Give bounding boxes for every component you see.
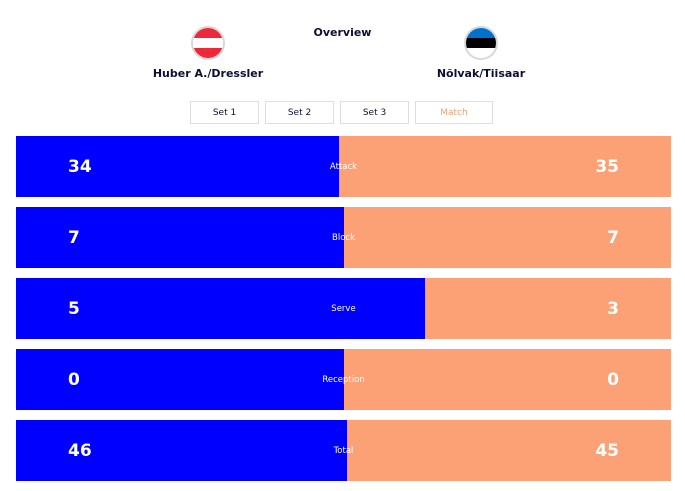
stat-label: Total <box>333 445 354 456</box>
stat-value-left: 7 <box>68 227 80 248</box>
team-right-name: Nõlvak/Tiisaar <box>436 67 526 80</box>
stat-value-right: 45 <box>595 440 619 461</box>
stat-row-serve: 5 Serve 3 <box>16 278 671 339</box>
stat-bar-left <box>16 278 426 339</box>
stats-comparison: 34 Attack 35 7 Block 7 5 Serve 3 0 Recep… <box>16 136 671 491</box>
stat-label: Block <box>332 232 355 243</box>
stat-bar-left <box>16 207 344 268</box>
stat-value-left: 46 <box>68 440 92 461</box>
stat-bar-left <box>16 420 348 481</box>
stat-value-left: 34 <box>68 156 92 177</box>
team-left: Huber A./Dressler <box>108 26 308 80</box>
stat-label: Serve <box>331 303 356 314</box>
stat-value-right: 0 <box>607 369 619 390</box>
stat-label: Attack <box>329 161 358 172</box>
stat-value-left: 0 <box>68 369 80 390</box>
stat-value-right: 3 <box>607 298 619 319</box>
team-left-name: Huber A./Dressler <box>152 67 264 80</box>
stat-label: Reception <box>322 374 365 385</box>
stat-bar-left <box>16 349 344 410</box>
overview-title: Overview <box>313 26 372 39</box>
stat-value-left: 5 <box>68 298 80 319</box>
tab-set-2[interactable]: Set 2 <box>265 101 334 124</box>
stat-value-right: 7 <box>607 227 619 248</box>
stat-bar-left <box>16 136 339 197</box>
stat-row-reception: 0 Reception 0 <box>16 349 671 410</box>
stat-value-right: 35 <box>595 156 619 177</box>
team-right: Nõlvak/Tiisaar <box>381 26 581 80</box>
tab-set-1[interactable]: Set 1 <box>190 101 259 124</box>
flag-estonia-icon <box>464 26 498 60</box>
tab-set-3[interactable]: Set 3 <box>340 101 409 124</box>
stat-row-total: 46 Total 45 <box>16 420 671 481</box>
stat-row-block: 7 Block 7 <box>16 207 671 268</box>
tab-match[interactable]: Match <box>415 101 493 124</box>
stat-row-attack: 34 Attack 35 <box>16 136 671 197</box>
set-tabs: Set 1 Set 2 Set 3 Match <box>190 101 493 124</box>
flag-austria-icon <box>191 26 225 60</box>
